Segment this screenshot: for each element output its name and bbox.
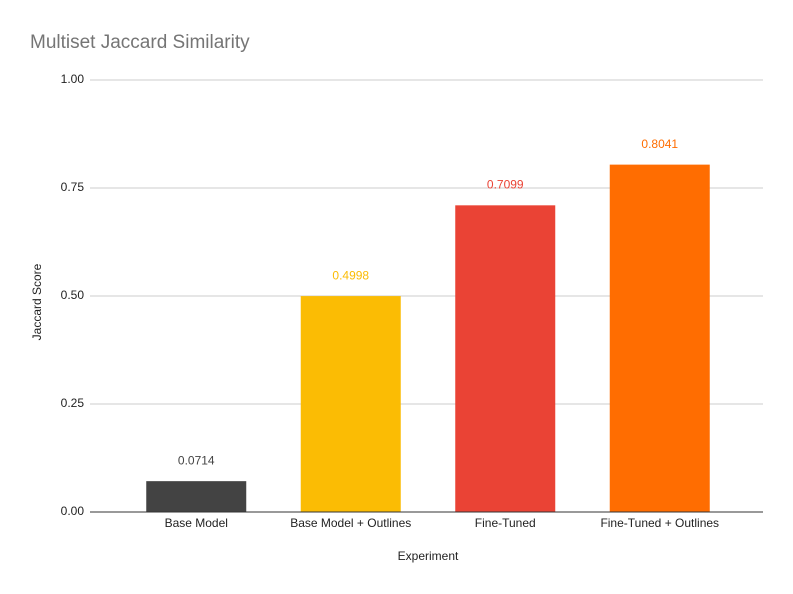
y-tick-label: 1.00 xyxy=(61,72,85,86)
x-tick-label: Base Model + Outlines xyxy=(290,516,411,530)
y-tick-label: 0.25 xyxy=(61,396,85,410)
value-label: 0.7099 xyxy=(487,177,524,191)
y-tick-label: 0.75 xyxy=(61,180,85,194)
value-label: 0.8041 xyxy=(641,137,678,151)
bar xyxy=(146,481,247,512)
y-axis-label: Jaccard Score xyxy=(30,263,44,340)
value-label: 0.4998 xyxy=(332,268,369,282)
x-tick-label: Base Model xyxy=(165,516,228,530)
chart-title: Multiset Jaccard Similarity xyxy=(30,32,250,53)
x-tick-label: Fine-Tuned xyxy=(475,516,536,530)
x-tick-label: Fine-Tuned + Outlines xyxy=(600,516,719,530)
y-tick-label: 0.00 xyxy=(61,504,85,518)
y-tick-label: 0.50 xyxy=(61,288,85,302)
x-axis-label: Experiment xyxy=(398,549,459,563)
bar xyxy=(609,164,710,513)
bar xyxy=(300,296,401,512)
value-label: 0.0714 xyxy=(178,453,215,467)
bar xyxy=(455,205,556,513)
